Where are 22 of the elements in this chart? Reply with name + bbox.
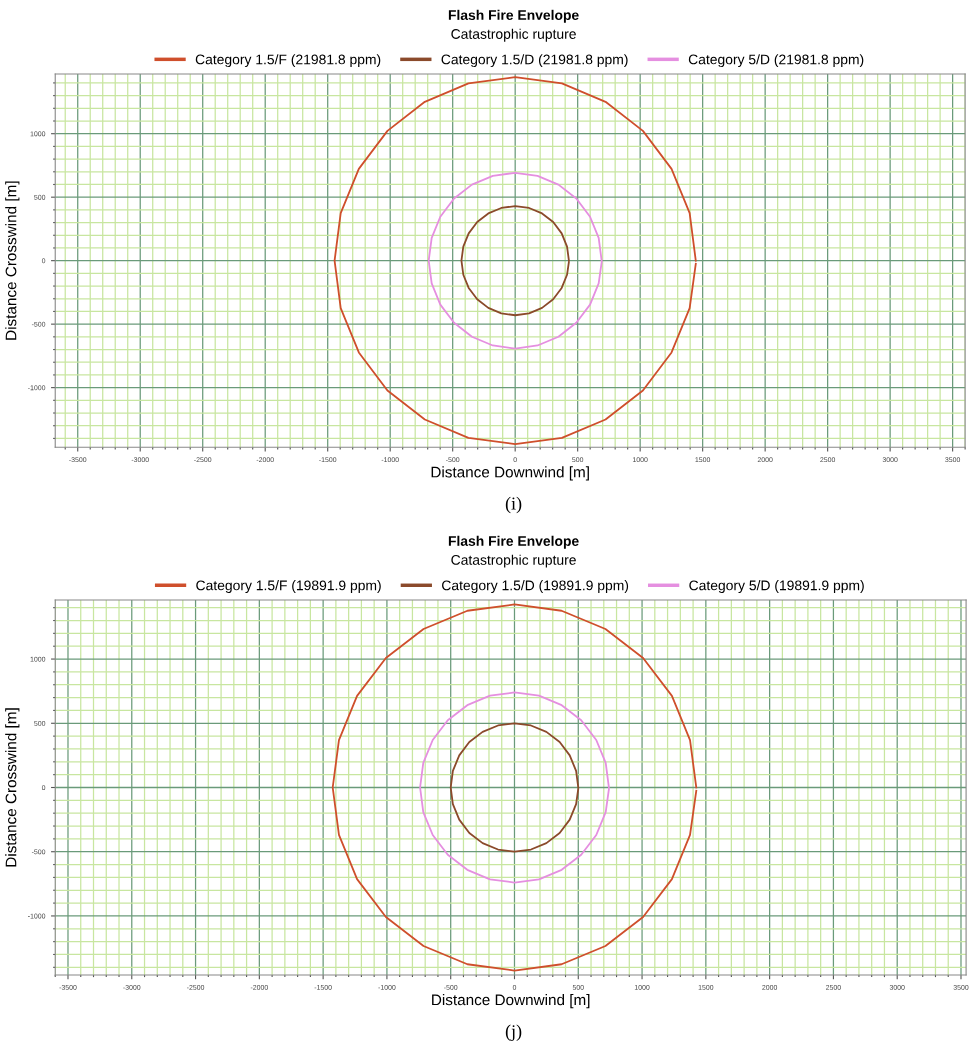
- line-series: [419, 691, 610, 884]
- line-series: [427, 171, 603, 350]
- chart-subtitle: Catastrophic rupture: [451, 554, 576, 568]
- chart-title: Flash Fire Envelope: [448, 535, 579, 549]
- line-series: [333, 76, 697, 446]
- legend-label: Category 5/D (21981.8 ppm): [688, 54, 864, 68]
- legend-label: Category 1.5/D (21981.8 ppm): [441, 54, 628, 68]
- legend-label: Category 5/D (19891.9 ppm): [689, 580, 864, 594]
- chart-title: Flash Fire Envelope: [448, 9, 579, 23]
- line-series: [460, 205, 570, 317]
- text: (j): [505, 1024, 522, 1041]
- y-axis-title: Distance Crosswind [m]: [5, 708, 20, 867]
- x-axis-title: Distance Downwind [m]: [431, 466, 589, 481]
- line-series: [449, 722, 580, 853]
- chart-subtitle: Catastrophic rupture: [451, 28, 576, 42]
- legend-label: Category 1.5/F (19891.9 ppm): [196, 580, 381, 594]
- line-series: [331, 603, 698, 972]
- y-axis-title: Distance Crosswind [m]: [5, 181, 20, 340]
- x-axis-title: Distance Downwind [m]: [432, 994, 590, 1009]
- legend-label: Category 1.5/F (21981.8 ppm): [195, 54, 381, 68]
- legend-label: Category 1.5/D (19891.9 ppm): [442, 580, 629, 594]
- text: (i): [505, 496, 522, 514]
